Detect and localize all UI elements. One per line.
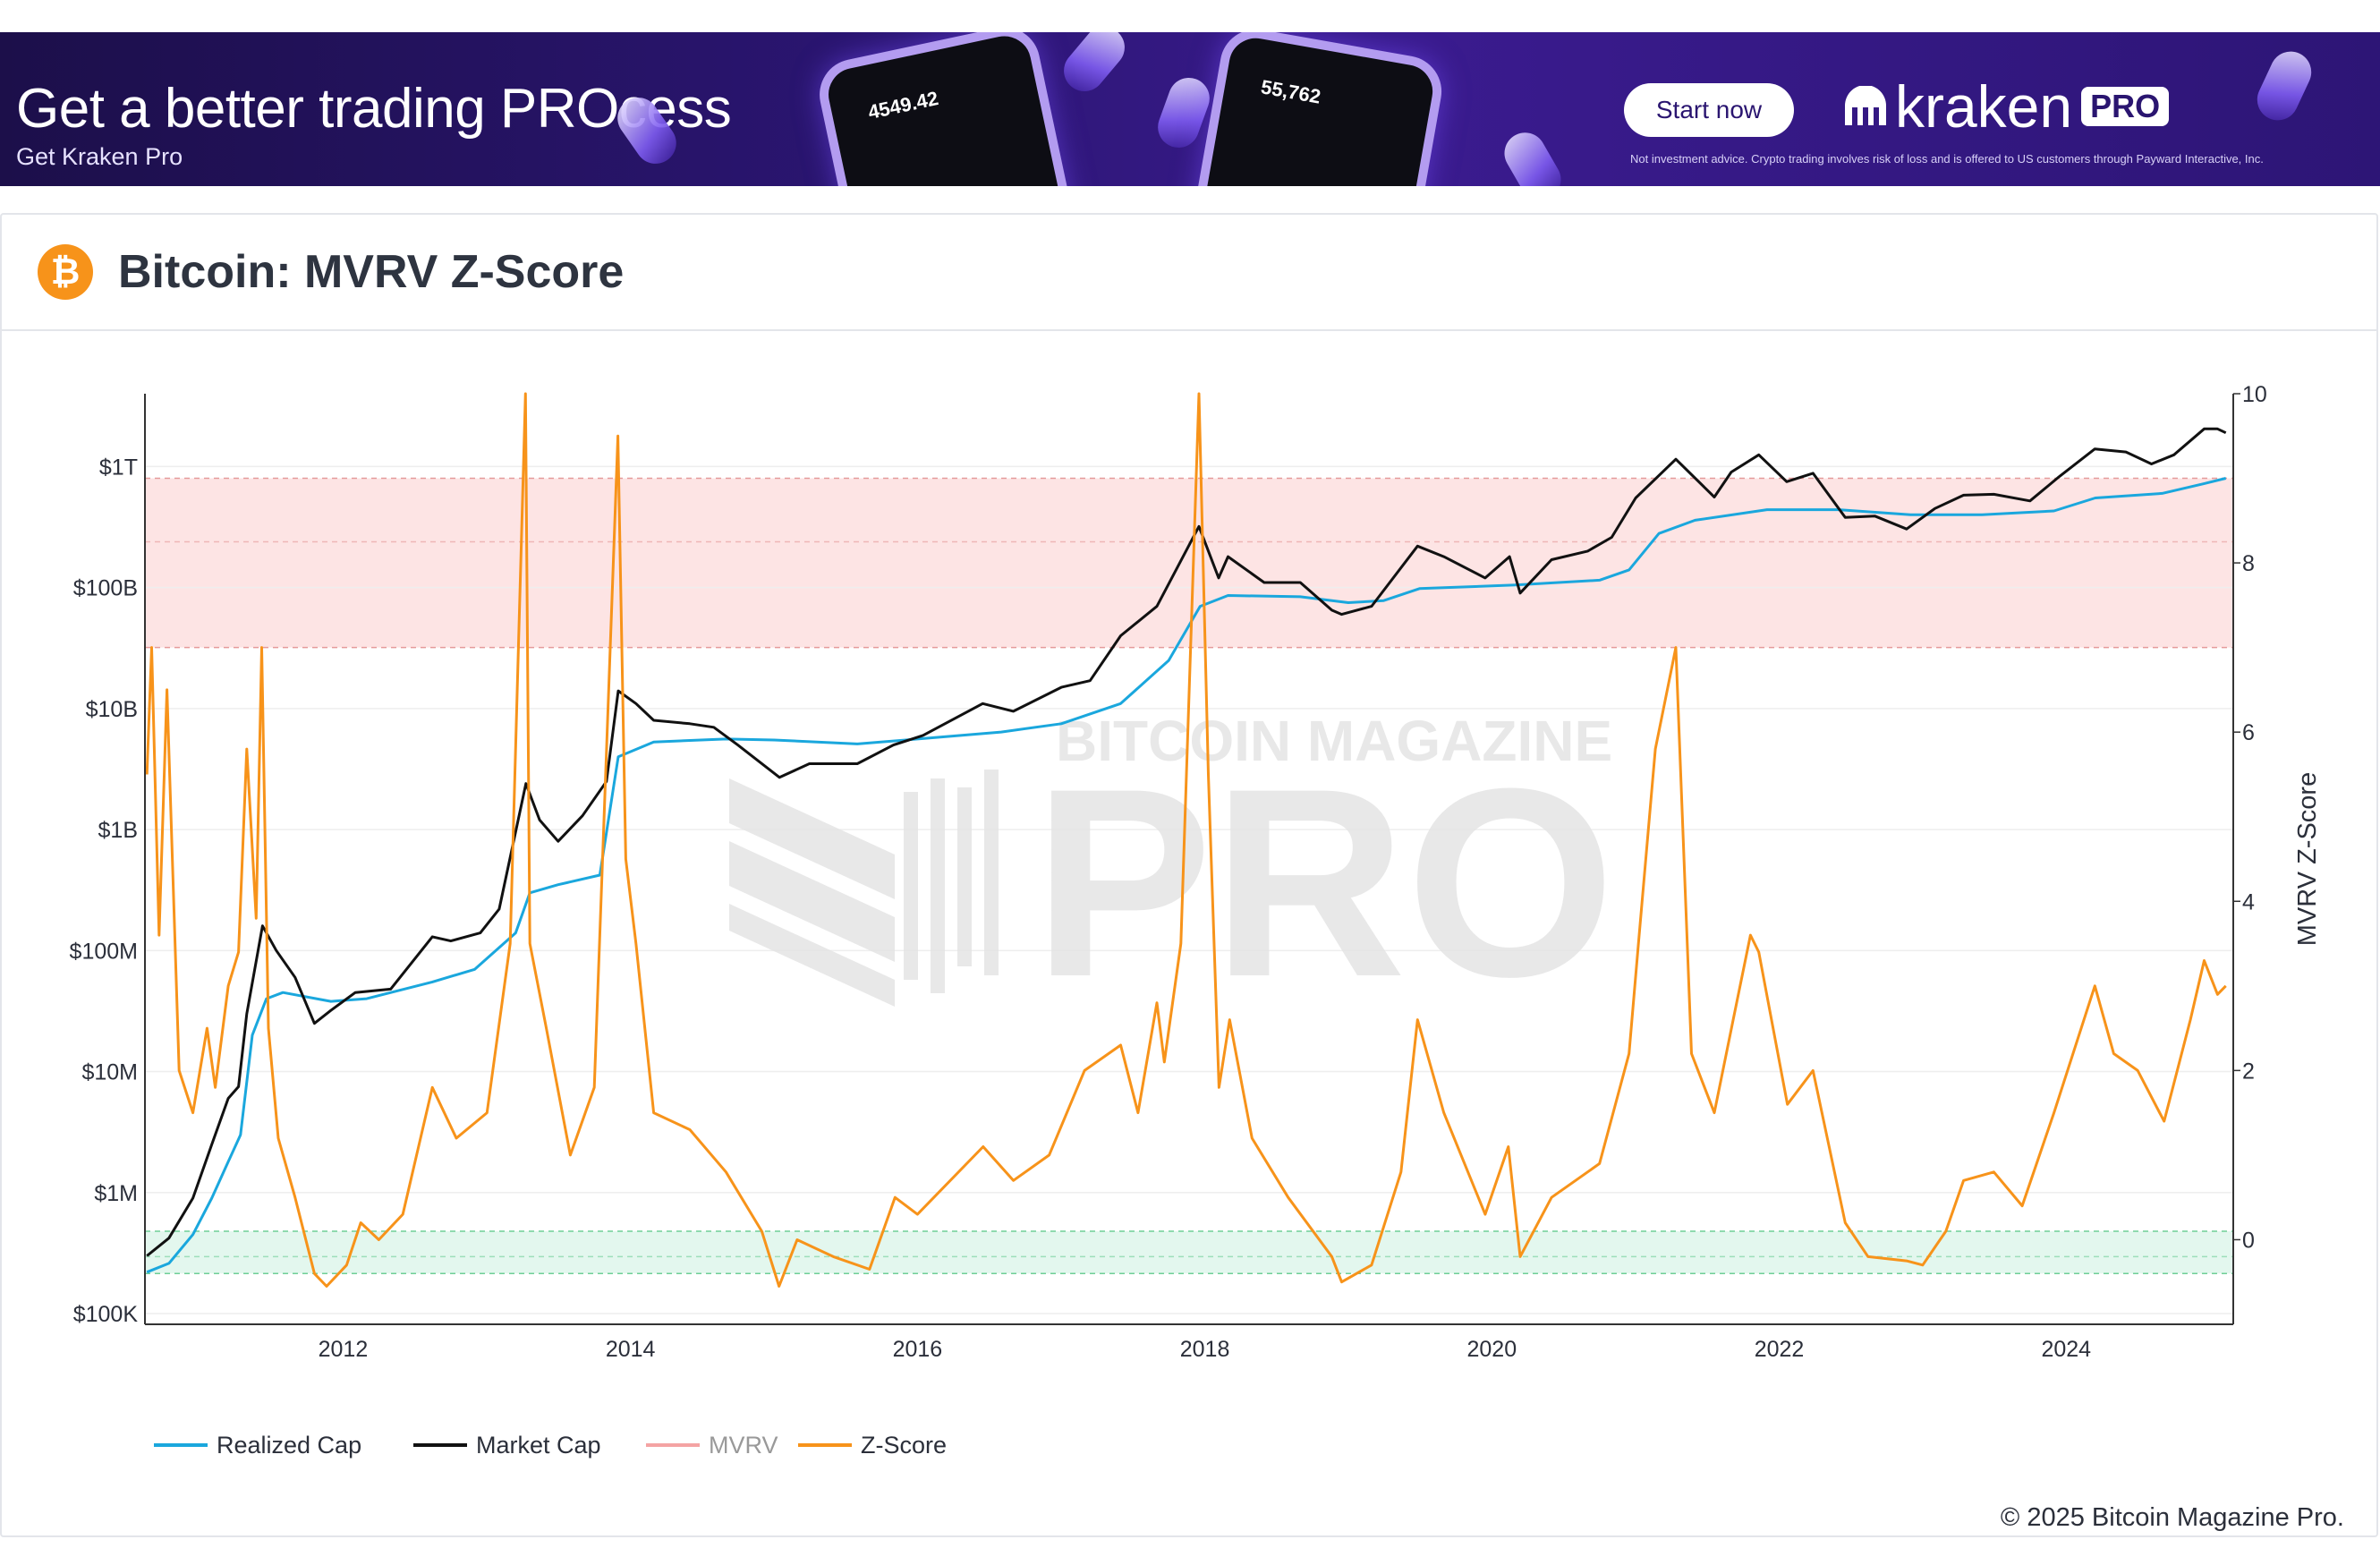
y-left-tick-label: $1B bbox=[98, 818, 138, 843]
y-left-tick-label: $100B bbox=[73, 576, 138, 601]
kraken-logo-text: kraken bbox=[1895, 73, 2073, 140]
y-right-tick-label: 10 bbox=[2242, 382, 2267, 407]
kraken-pro-logo[interactable]: kraken PRO bbox=[1841, 73, 2170, 140]
watermark-line1: BITCOIN MAGAZINE bbox=[1056, 709, 1612, 773]
legend-item-realized-cap[interactable]: Realized Cap bbox=[154, 1432, 361, 1459]
y-left-tick-label: $10B bbox=[86, 697, 138, 722]
legend-label: Market Cap bbox=[476, 1432, 601, 1459]
y-right-tick-label: 6 bbox=[2242, 720, 2255, 745]
ad-subline: Get Kraken Pro bbox=[16, 143, 183, 170]
y-right-tick-label: 4 bbox=[2242, 889, 2255, 914]
legend-label: Z-Score bbox=[861, 1432, 947, 1459]
ad-headline: Get a better trading PROcess bbox=[16, 78, 732, 140]
watermark-logo-icon bbox=[729, 770, 999, 1007]
y-right-tick-label: 8 bbox=[2242, 551, 2255, 576]
market-cap-line[interactable] bbox=[146, 427, 2227, 1257]
realized-cap-line[interactable] bbox=[146, 477, 2227, 1274]
x-tick-label: 2016 bbox=[893, 1337, 943, 1362]
start-now-button[interactable]: Start now bbox=[1624, 83, 1794, 137]
y-left-tick-label: $100M bbox=[70, 939, 138, 964]
y-left-tick-label: $1T bbox=[99, 455, 138, 480]
watermark-line2: PRO bbox=[1033, 732, 1615, 1033]
y-left-tick-label: $100K bbox=[73, 1302, 139, 1327]
x-tick-label: 2020 bbox=[1467, 1337, 1517, 1362]
x-tick-label: 2022 bbox=[1755, 1337, 1805, 1362]
z-score-line[interactable] bbox=[145, 392, 2227, 1288]
y-left-tick-label: $1M bbox=[94, 1181, 138, 1206]
page-title: Bitcoin: MVRV Z-Score bbox=[118, 246, 625, 298]
ad-disclaimer: Not investment advice. Crypto trading in… bbox=[1630, 152, 2264, 166]
x-tick-label: 2024 bbox=[2041, 1337, 2091, 1362]
y-right-tick-label: 0 bbox=[2242, 1228, 2255, 1253]
bitcoin-icon: ₿ bbox=[38, 244, 93, 300]
x-tick-label: 2018 bbox=[1180, 1337, 1230, 1362]
chart-header: ₿ Bitcoin: MVRV Z-Score bbox=[2, 215, 2376, 331]
legend-label: MVRV bbox=[709, 1432, 778, 1459]
legend-item-market-cap[interactable]: Market Cap bbox=[413, 1432, 601, 1459]
kraken-logo-badge: PRO bbox=[2081, 87, 2170, 126]
overvalued-zone bbox=[145, 478, 2233, 648]
legend-item-mvrv[interactable]: MVRV bbox=[646, 1432, 778, 1459]
kraken-logo-icon bbox=[1845, 86, 1886, 125]
legend-item-z-score[interactable]: Z-Score bbox=[798, 1432, 947, 1459]
chart-card: ₿ Bitcoin: MVRV Z-Score bbox=[0, 213, 2378, 1537]
chart-legend[interactable]: Realized Cap Market Cap MVRV Z-Score bbox=[154, 1432, 947, 1459]
y-right-axis-title: MVRV Z-Score bbox=[2293, 772, 2322, 946]
copyright-notice: © 2025 Bitcoin Magazine Pro. bbox=[2000, 1503, 2344, 1532]
undervalued-zone bbox=[145, 1231, 2233, 1274]
legend-label: Realized Cap bbox=[217, 1432, 361, 1459]
ad-banner[interactable]: Get a better trading PROcess Get Kraken … bbox=[0, 32, 2380, 186]
watermark: BITCOIN MAGAZINE PRO bbox=[729, 709, 1615, 1033]
y-right-tick-label: 2 bbox=[2242, 1059, 2255, 1084]
x-tick-label: 2012 bbox=[319, 1337, 369, 1362]
y-left-tick-label: $10M bbox=[81, 1060, 138, 1085]
x-tick-label: 2014 bbox=[606, 1337, 656, 1362]
